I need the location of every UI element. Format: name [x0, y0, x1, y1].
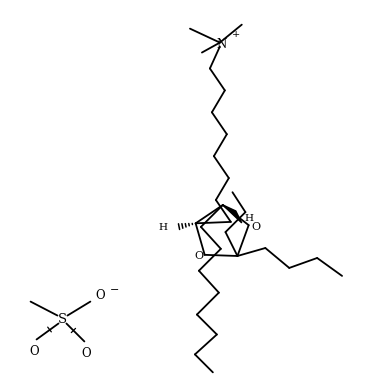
Text: H: H [244, 214, 253, 223]
Text: H: H [158, 223, 167, 232]
Polygon shape [223, 205, 242, 223]
Text: N: N [217, 38, 227, 51]
Text: O: O [81, 347, 91, 360]
Text: O: O [251, 222, 260, 232]
Text: +: + [232, 30, 240, 39]
Text: −: − [110, 285, 119, 295]
Text: O: O [30, 345, 39, 358]
Text: O: O [194, 251, 203, 261]
Text: S: S [58, 313, 67, 326]
Text: O: O [95, 289, 105, 302]
